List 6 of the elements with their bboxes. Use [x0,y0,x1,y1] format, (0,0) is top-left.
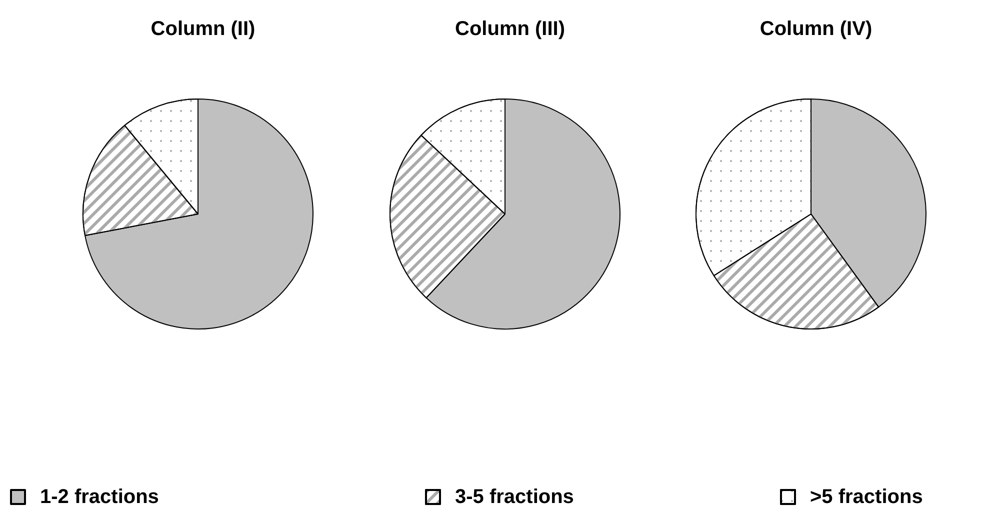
legend-label: 3-5 fractions [455,486,574,508]
slice-label: Column (IV) [760,18,872,40]
slice-label: Column (III) [455,18,565,40]
slice-label: Column (II) [150,18,256,40]
legend-label: 1-2 fractions [40,486,159,508]
legend-label: >5 fractions [810,486,923,508]
